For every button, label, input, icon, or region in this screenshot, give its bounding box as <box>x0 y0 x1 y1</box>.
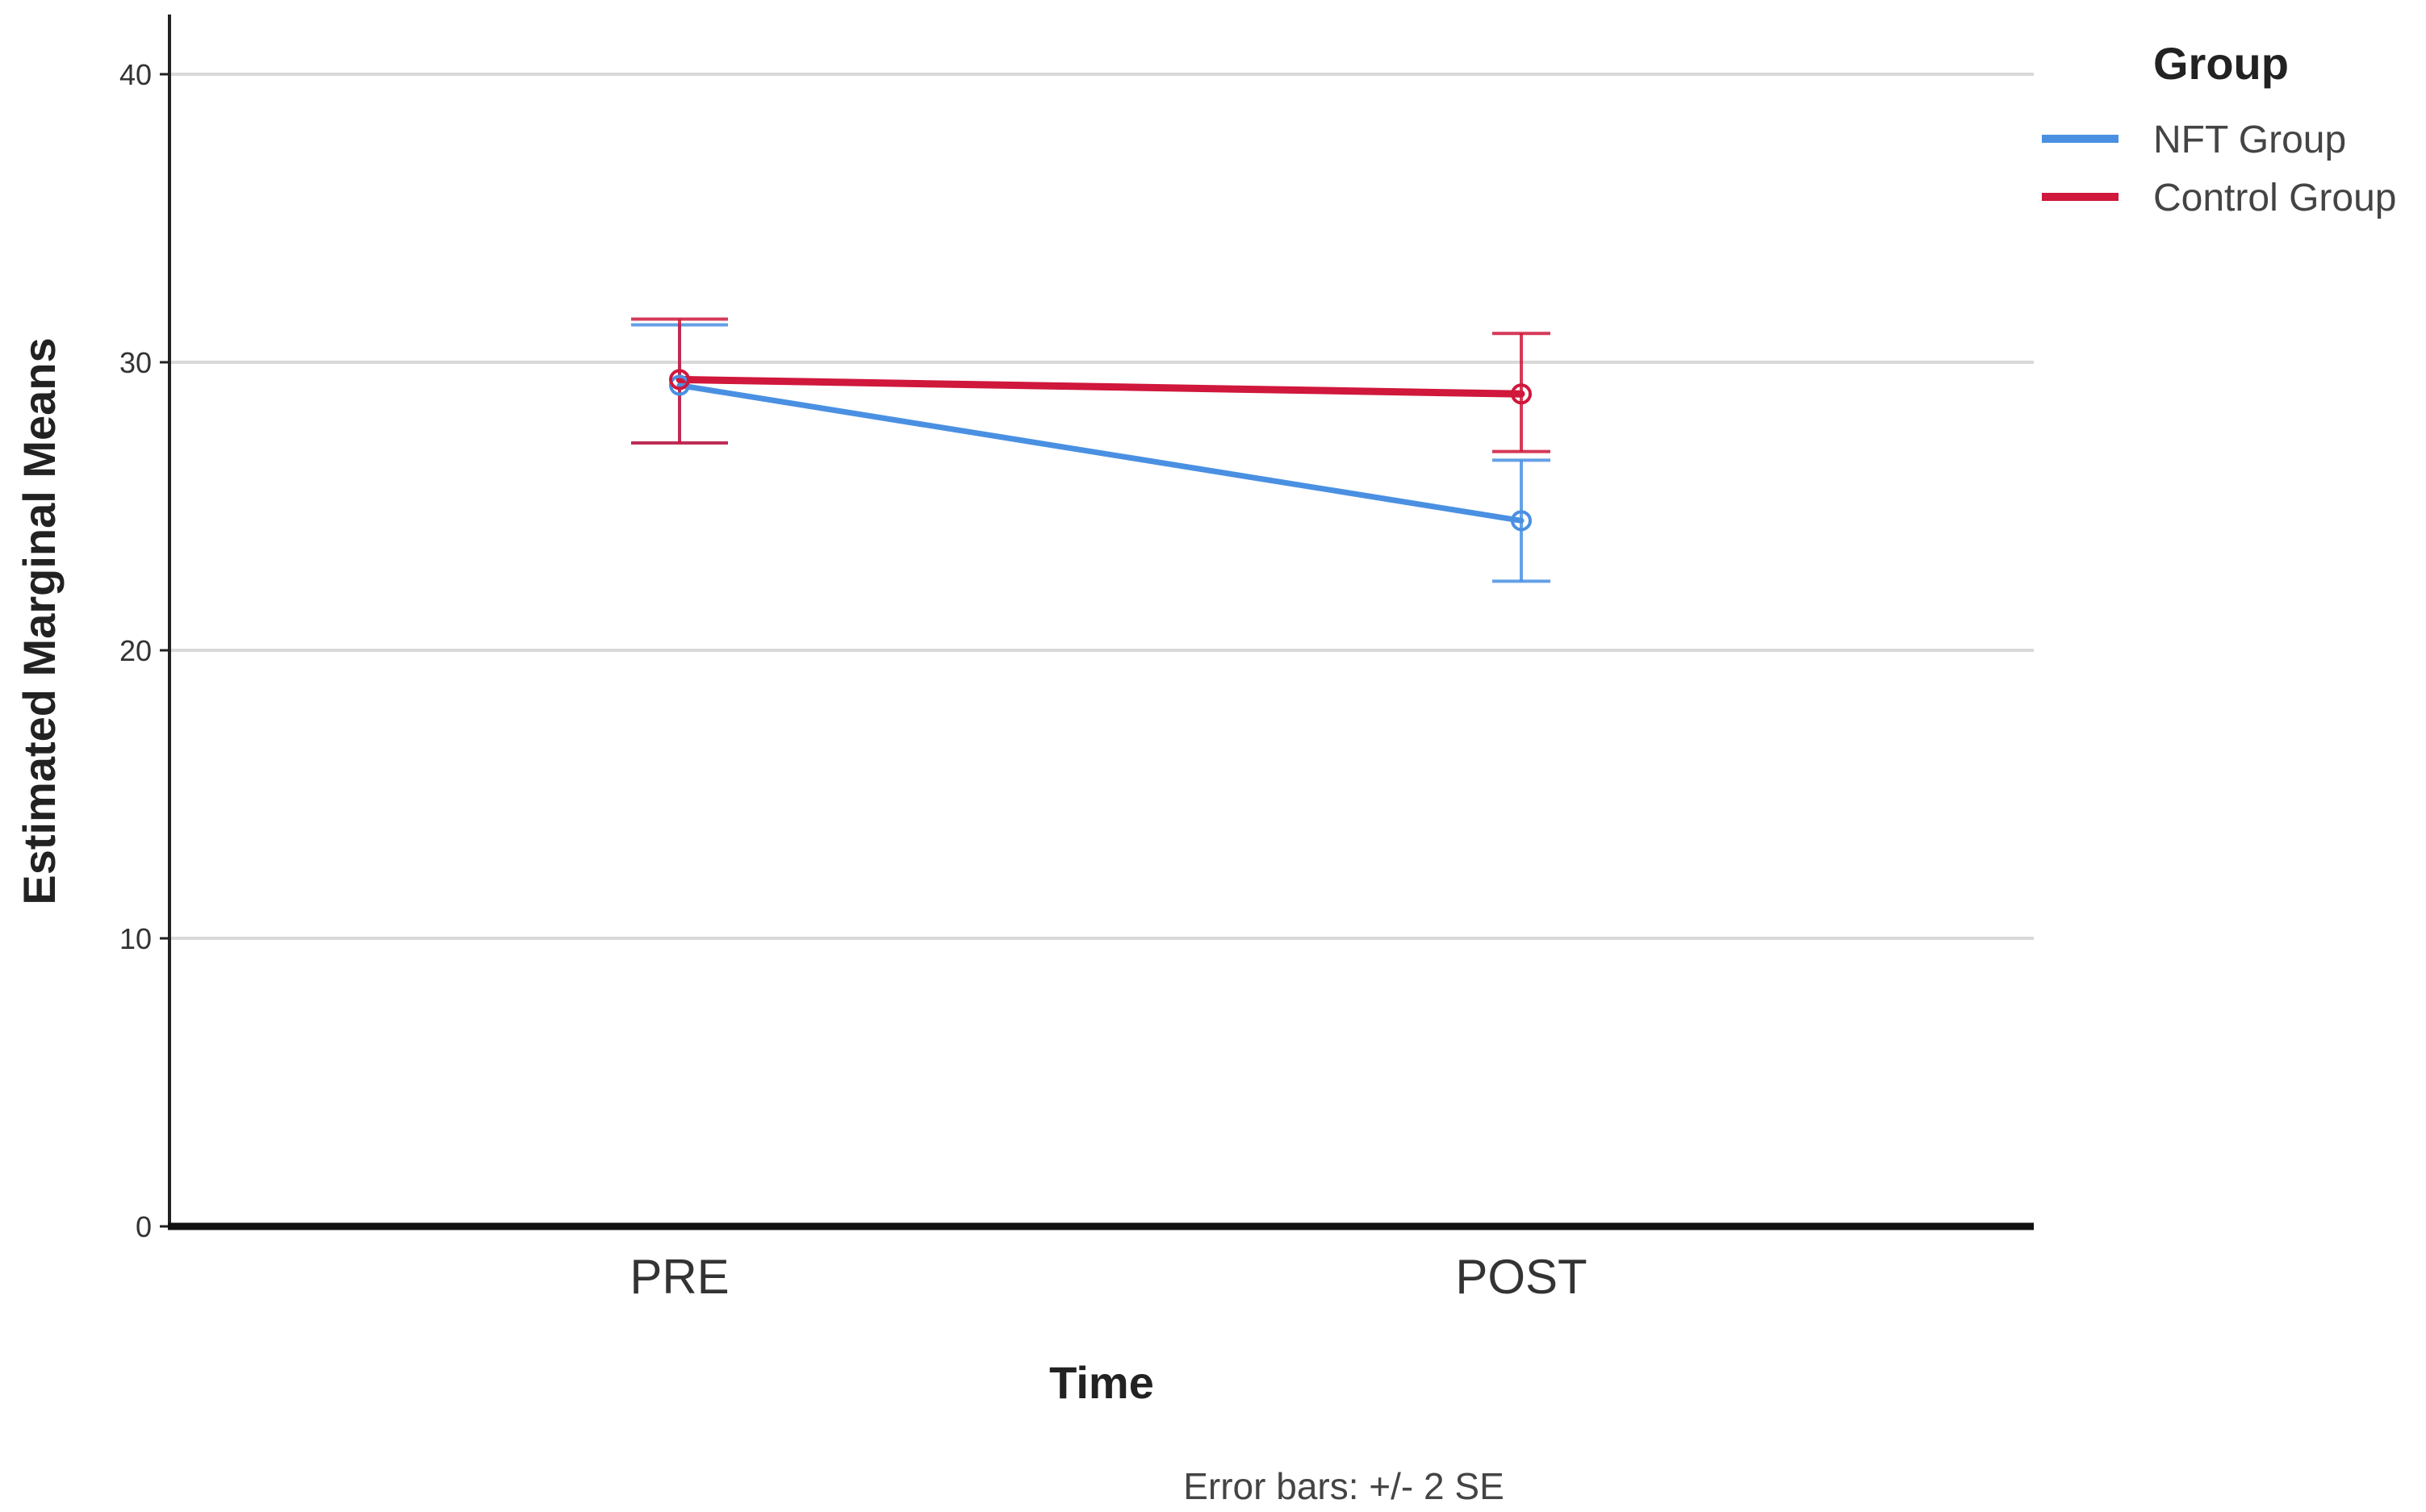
legend-label: NFT Group <box>2153 119 2346 161</box>
series-line <box>676 382 1525 524</box>
y-tick-label: 10 <box>119 922 152 955</box>
x-axis-title: Time <box>1049 1357 1154 1408</box>
legend-label: Control Group <box>2153 177 2396 219</box>
data-point <box>669 369 690 391</box>
y-axis-ticks: 0 10 20 30 40 <box>119 58 169 1243</box>
data-point <box>1511 510 1532 532</box>
y-tick-label: 30 <box>119 346 152 379</box>
data-point <box>669 374 690 396</box>
x-axis-ticks: PRE POST <box>630 1250 1587 1304</box>
legend-title: Group <box>2153 38 2289 89</box>
y-tick-label: 40 <box>119 58 152 91</box>
x-tick-label: PRE <box>630 1250 729 1304</box>
series-line <box>676 375 1525 398</box>
gridlines <box>169 73 2034 940</box>
data-points <box>669 369 1532 532</box>
y-axis-title: Estimated Marginal Means <box>14 337 65 904</box>
x-tick-label: POST <box>1455 1250 1587 1304</box>
series-lines <box>676 375 1525 524</box>
data-point <box>1511 383 1532 405</box>
y-tick-label: 20 <box>119 634 152 667</box>
y-tick-label: 0 <box>136 1210 152 1243</box>
footnote: Error bars: +/- 2 SE <box>1183 1465 1504 1507</box>
legend: Group NFT Group Control Group <box>2042 38 2396 219</box>
legend-items: NFT Group Control Group <box>2042 119 2396 219</box>
